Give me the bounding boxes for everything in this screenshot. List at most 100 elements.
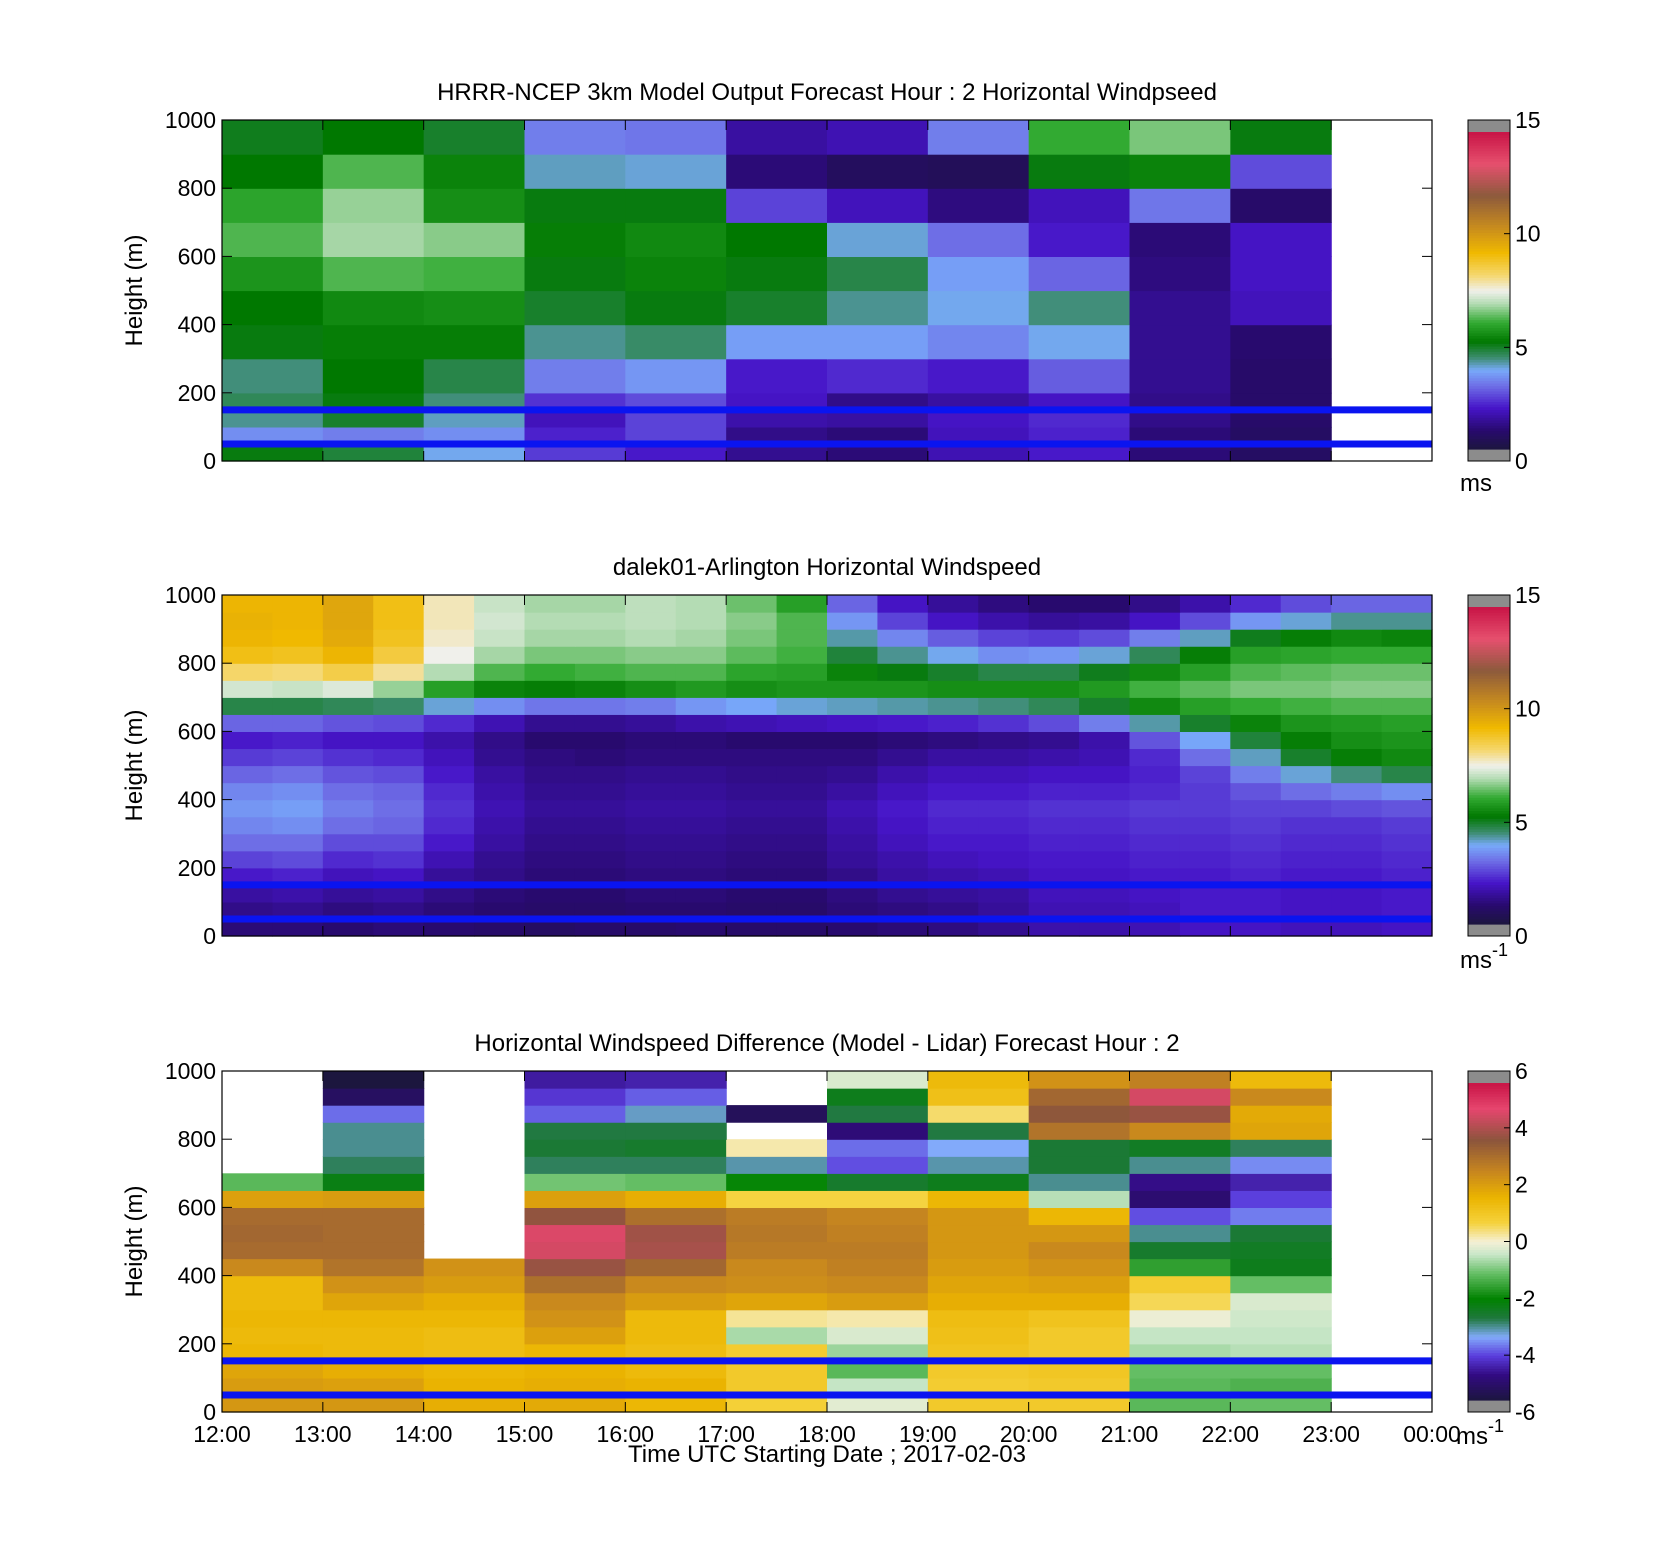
heatmap-cell	[1129, 426, 1231, 445]
heatmap-cell	[1230, 154, 1332, 189]
heatmap-cell	[927, 731, 979, 750]
colorbar-unit-label: ms	[1460, 470, 1492, 497]
heatmap-cell	[1129, 629, 1181, 647]
heatmap-cell	[322, 748, 374, 767]
heatmap-cell	[574, 629, 626, 647]
heatmap-cell	[625, 901, 677, 920]
heatmap-cell	[1331, 629, 1383, 647]
heatmap-cell	[1028, 1156, 1131, 1174]
colorbar-swatch	[1468, 1339, 1510, 1343]
heatmap-cell	[322, 1156, 425, 1174]
heatmap-cell	[524, 1241, 626, 1260]
colorbar-swatch	[1468, 306, 1510, 310]
colorbar-swatch	[1468, 1175, 1510, 1179]
heatmap-cell	[524, 1224, 626, 1243]
heatmap-cell	[726, 714, 778, 732]
heatmap-cell	[222, 290, 324, 326]
colorbar-swatch	[1468, 272, 1510, 276]
heatmap-cell	[423, 1258, 526, 1277]
heatmap-cell	[827, 663, 879, 681]
colorbar-swatch	[1468, 401, 1510, 405]
colorbar-swatch	[1468, 1159, 1510, 1163]
heatmap-cell	[625, 714, 677, 732]
heatmap-panel-1: 0 200 400 600 800 1000 HRRR-NCEP 3km Model Out…	[121, 79, 1541, 497]
heatmap-cell	[1280, 884, 1332, 903]
heatmap-cell	[423, 188, 526, 223]
heatmap-cell	[222, 256, 324, 292]
heatmap-cell	[222, 222, 324, 257]
colorbar-swatch	[1468, 1291, 1510, 1295]
heatmap-cell	[222, 1394, 324, 1413]
heatmap-cell	[1230, 833, 1282, 852]
heatmap-cell	[322, 918, 374, 937]
heatmap-cell	[726, 697, 778, 715]
x-tick-label: 23:00	[1302, 1421, 1360, 1447]
x-tick-label: 16:00	[597, 1421, 655, 1447]
heatmap-cell	[675, 816, 727, 835]
colorbar-swatch	[1468, 707, 1510, 711]
colorbar-swatch	[1468, 628, 1510, 632]
heatmap-cell	[423, 697, 475, 715]
heatmap-cell	[877, 680, 929, 698]
heatmap-cell	[322, 324, 425, 360]
heatmap-panel-2: 0 200 400 600 800 1000 dalek01-Arlington Horiz…	[121, 554, 1541, 974]
heatmap-cell	[222, 120, 324, 155]
heatmap-cell	[978, 629, 1030, 647]
heatmap-cell	[373, 884, 425, 903]
heatmap-cell	[827, 1224, 929, 1243]
heatmap-cell	[222, 1309, 324, 1328]
heatmap-cell	[322, 1139, 425, 1157]
heatmap-cell	[423, 629, 475, 647]
heatmap-cell	[222, 1258, 324, 1277]
colorbar-tick-label: -2	[1515, 1285, 1535, 1311]
heatmap-cell	[322, 612, 374, 630]
y-tick-label: 800	[178, 175, 216, 201]
colorbar-swatch	[1468, 155, 1510, 160]
heatmap-cell	[927, 918, 979, 937]
colorbar-swatch	[1468, 277, 1510, 281]
heatmap-cell	[1028, 595, 1080, 613]
colorbar-swatch	[1468, 675, 1510, 679]
colorbar-swatch	[1468, 187, 1510, 191]
colorbar-swatch	[1468, 879, 1510, 883]
heatmap-cell	[222, 392, 324, 411]
heatmap-cell	[877, 833, 929, 852]
colorbar-swatch	[1468, 314, 1510, 318]
heatmap-cell	[574, 646, 626, 664]
heatmap-cell	[423, 646, 475, 664]
heatmap-cell	[474, 629, 526, 647]
heatmap-cell	[1381, 901, 1433, 920]
heatmap-cell	[322, 290, 425, 326]
heatmap-cell	[1230, 443, 1332, 462]
heatmap-cell	[222, 663, 274, 681]
heatmap-cell	[827, 1156, 929, 1174]
heatmap-cell	[524, 1343, 626, 1362]
heatmap-cell	[524, 901, 576, 920]
heatmap-cell	[1028, 1343, 1131, 1362]
heatmap-cell	[625, 595, 677, 613]
heatmap-cell	[423, 595, 475, 613]
heatmap-cell	[927, 850, 979, 869]
heatmap-cell	[1280, 748, 1332, 767]
heatmap-cell	[1331, 697, 1383, 715]
heatmap-cell	[625, 1241, 727, 1260]
colorbar-over-cap	[1468, 120, 1510, 132]
heatmap-cell	[1129, 1394, 1231, 1413]
heatmap-cell	[675, 884, 727, 903]
colorbar-swatch	[1468, 625, 1510, 629]
heatmap-cell	[827, 1207, 929, 1226]
colorbar-swatch	[1468, 1236, 1510, 1240]
heatmap-cell	[1079, 629, 1131, 647]
heatmap-cell	[1331, 850, 1383, 869]
colorbar-swatch	[1468, 1117, 1510, 1121]
heatmap-cell	[776, 714, 828, 732]
colorbar-swatch	[1468, 1270, 1510, 1274]
heatmap-cell	[574, 680, 626, 698]
heatmap-cell	[222, 833, 274, 852]
colorbar-swatch	[1468, 139, 1510, 144]
heatmap-cell	[1331, 748, 1383, 767]
heatmap-cell	[1331, 595, 1383, 613]
colorbar-swatch	[1468, 1244, 1510, 1248]
heatmap-cell	[524, 256, 626, 292]
heatmap-cell	[1230, 120, 1332, 155]
